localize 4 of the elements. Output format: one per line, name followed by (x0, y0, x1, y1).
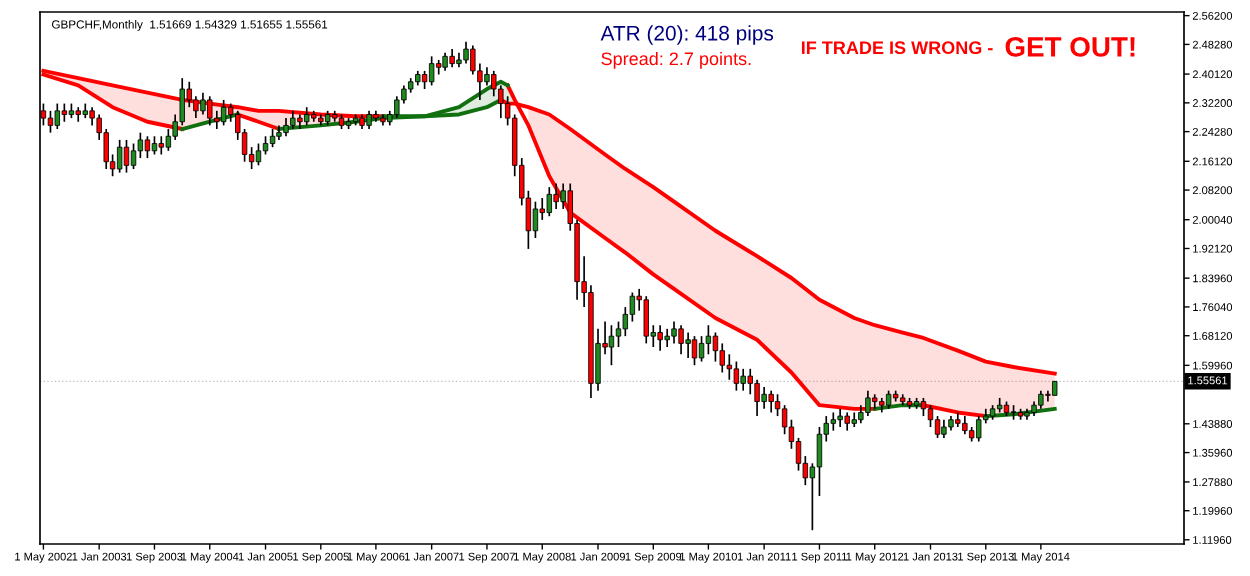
annotation: IF TRADE IS WRONG - (801, 41, 993, 55)
annotation: Spread: 2.7 points. (601, 51, 751, 69)
annotation: GET OUT! (1005, 37, 1135, 57)
annotation: ATR (20): 418 pips (600, 25, 774, 45)
